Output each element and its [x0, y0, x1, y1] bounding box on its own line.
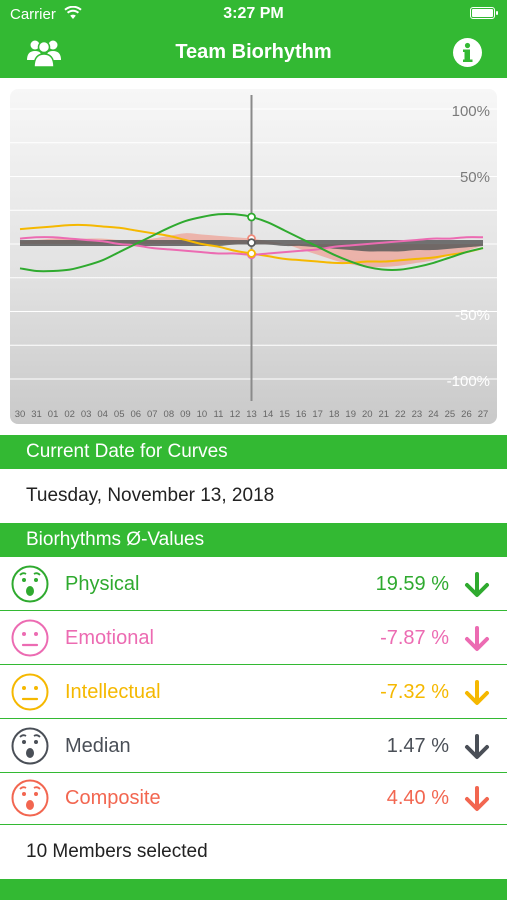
biorhythm-value: 19.59 % — [375, 573, 449, 595]
x-tick-label: 17 — [312, 409, 323, 420]
x-tick-label: 26 — [461, 409, 472, 420]
biorhythm-row-median[interactable]: Median 1.47 % — [0, 719, 507, 773]
y-label-100: 100% — [452, 103, 490, 120]
x-tick-label: 18 — [329, 409, 340, 420]
biorhythm-label: Intellectual — [65, 681, 161, 703]
biorhythm-label: Median — [65, 735, 131, 757]
arrow-down-icon — [463, 571, 491, 599]
biorhythm-chart[interactable]: 100% 50% -50% -100% 30 31 01 02 03 04 05 06 07 08… — [10, 89, 497, 424]
biorhythm-value: -7.87 % — [380, 627, 449, 649]
x-tick-label: 30 — [15, 409, 26, 420]
y-label-minus-100: -100% — [447, 373, 490, 390]
x-tick-label: 04 — [97, 409, 108, 420]
x-tick-label: 06 — [130, 409, 141, 420]
x-tick-label: 27 — [478, 409, 489, 420]
x-tick-label: 05 — [114, 409, 125, 420]
x-tick-label: 11 — [213, 409, 223, 420]
values-header: Biorhythms Ø-Values — [0, 523, 507, 557]
biorhythm-value: 4.40 % — [386, 787, 449, 809]
x-tick-label: 23 — [412, 409, 423, 420]
biorhythm-row-emotional[interactable]: Emotional -7.87 % — [0, 611, 507, 665]
biorhythm-label: Composite — [65, 787, 161, 809]
biorhythm-label: Emotional — [65, 627, 154, 649]
status-bar: Carrier 3:27 PM — [0, 0, 507, 28]
y-label-50: 50% — [460, 169, 490, 186]
biorhythm-label: Physical — [65, 573, 140, 595]
biorhythm-row-physical[interactable]: Physical 19.59 % — [0, 557, 507, 611]
intellectual-cursor-marker — [247, 249, 256, 258]
biorhythm-value: 1.47 % — [386, 735, 449, 757]
surprised-face-icon — [11, 779, 49, 817]
x-tick-label: 21 — [378, 409, 389, 420]
biorhythm-value: -7.32 % — [380, 681, 449, 703]
info-icon[interactable] — [452, 37, 483, 68]
x-tick-label: 22 — [395, 409, 406, 420]
current-date-header: Current Date for Curves — [0, 435, 507, 469]
biorhythm-row-intellectual[interactable]: Intellectual -7.32 % — [0, 665, 507, 719]
biorhythm-row-composite[interactable]: Composite 4.40 % — [0, 771, 507, 825]
nav-title: Team Biorhythm — [175, 41, 332, 63]
x-tick-label: 10 — [197, 409, 208, 420]
chart-canvas[interactable]: 100% 50% -50% -100% 30 31 01 02 03 04 05 06 07 08… — [10, 89, 497, 424]
x-tick-label: 20 — [362, 409, 373, 420]
clock: 3:27 PM — [223, 5, 284, 22]
navigation-bar: Team Biorhythm — [0, 28, 507, 78]
bottom-bar — [0, 879, 507, 900]
members-selected[interactable]: 10 Members selected — [26, 841, 208, 862]
surprised-face-icon — [11, 565, 49, 603]
x-tick-label: 07 — [147, 409, 158, 420]
x-tick-label: 09 — [180, 409, 191, 420]
team-icon[interactable] — [26, 36, 62, 68]
x-tick-label: 31 — [31, 409, 42, 420]
surprised-face-icon — [11, 727, 49, 765]
x-tick-label: 14 — [263, 409, 274, 420]
neutral-face-icon — [11, 619, 49, 657]
arrow-down-icon — [463, 625, 491, 653]
median-series-area — [20, 240, 483, 252]
median-cursor-marker — [247, 238, 256, 248]
arrow-down-icon — [463, 679, 491, 707]
current-date-value[interactable]: Tuesday, November 13, 2018 — [26, 485, 275, 506]
arrow-down-icon — [463, 733, 491, 761]
y-label-minus-50: -50% — [455, 307, 490, 324]
x-tick-label: 01 — [48, 409, 59, 420]
arrow-down-icon — [463, 785, 491, 813]
wifi-icon — [64, 5, 82, 25]
x-tick-label: 15 — [279, 409, 290, 420]
neutral-face-icon — [11, 673, 49, 711]
x-tick-label: 13 — [246, 409, 257, 420]
physical-cursor-marker — [247, 212, 256, 222]
battery-icon — [470, 7, 498, 19]
x-tick-label: 24 — [428, 409, 439, 420]
x-tick-label: 08 — [164, 409, 175, 420]
x-tick-label: 03 — [81, 409, 92, 420]
x-tick-label: 19 — [345, 409, 356, 420]
x-tick-label: 25 — [445, 409, 456, 420]
x-tick-label: 16 — [296, 409, 307, 420]
x-tick-label: 02 — [64, 409, 75, 420]
x-tick-label: 12 — [230, 409, 241, 420]
carrier-label: Carrier — [10, 6, 56, 23]
